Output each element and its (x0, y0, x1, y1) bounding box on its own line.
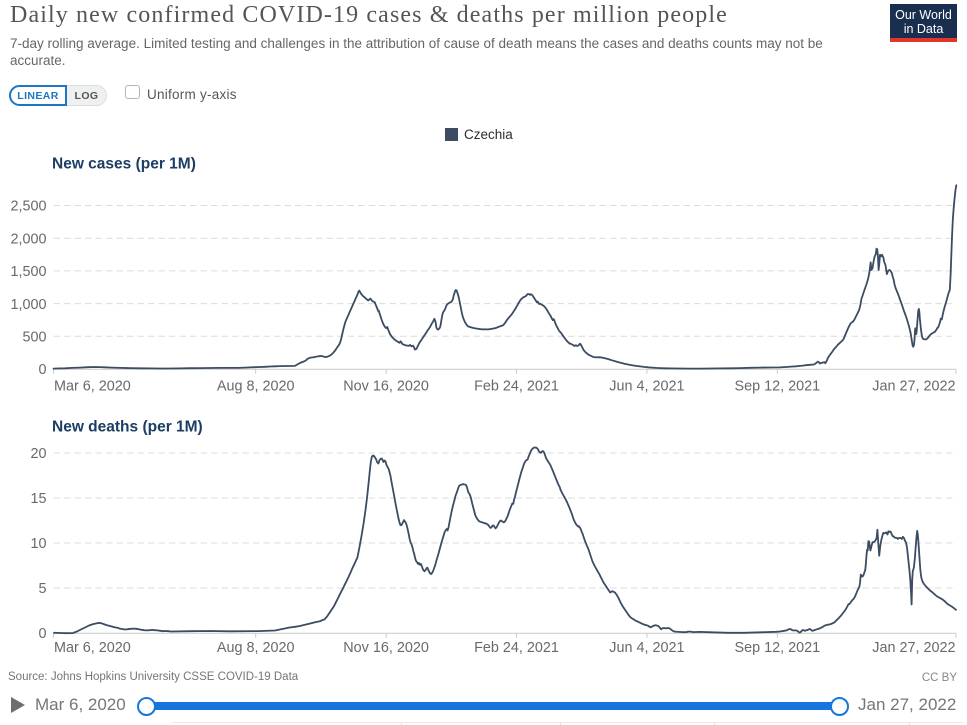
svg-text:Jan 27, 2022: Jan 27, 2022 (872, 379, 955, 395)
svg-text:New deaths (per 1M): New deaths (per 1M) (52, 419, 203, 436)
svg-text:Mar 6, 2020: Mar 6, 2020 (54, 379, 131, 395)
svg-text:0: 0 (38, 626, 46, 642)
svg-text:1,500: 1,500 (10, 264, 46, 280)
svg-text:Jun 4, 2021: Jun 4, 2021 (609, 379, 684, 395)
svg-text:Sep 12, 2021: Sep 12, 2021 (734, 640, 820, 656)
svg-text:10: 10 (30, 536, 46, 552)
svg-text:1,000: 1,000 (10, 297, 46, 313)
svg-text:Feb 24, 2021: Feb 24, 2021 (474, 640, 559, 656)
svg-text:15: 15 (30, 491, 46, 507)
svg-text:0: 0 (38, 362, 46, 378)
svg-text:Nov 16, 2020: Nov 16, 2020 (343, 379, 429, 395)
svg-text:Feb 24, 2021: Feb 24, 2021 (474, 379, 559, 395)
svg-text:Jun 4, 2021: Jun 4, 2021 (609, 640, 684, 656)
svg-text:Aug 8, 2020: Aug 8, 2020 (217, 640, 295, 656)
svg-text:5: 5 (38, 581, 46, 597)
svg-text:Nov 16, 2020: Nov 16, 2020 (343, 640, 429, 656)
svg-text:2,500: 2,500 (10, 199, 46, 215)
svg-text:Sep 12, 2021: Sep 12, 2021 (734, 379, 820, 395)
svg-text:20: 20 (30, 446, 46, 462)
svg-text:Aug 8, 2020: Aug 8, 2020 (217, 379, 295, 395)
svg-text:Mar 6, 2020: Mar 6, 2020 (54, 640, 131, 656)
svg-text:Jan 27, 2022: Jan 27, 2022 (872, 640, 955, 656)
svg-text:2,000: 2,000 (10, 231, 46, 247)
svg-text:New cases (per 1M): New cases (per 1M) (52, 156, 196, 173)
svg-text:500: 500 (22, 330, 46, 346)
